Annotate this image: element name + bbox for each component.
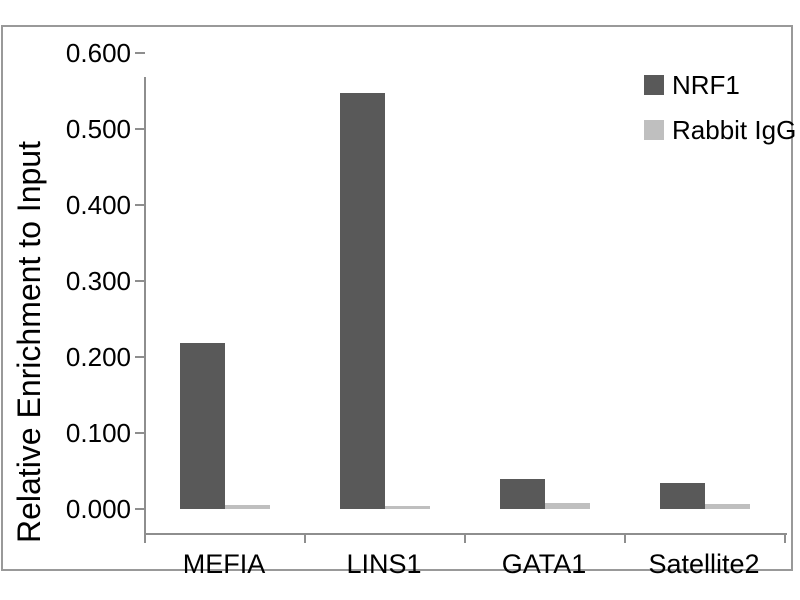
bar-nrf1-mefia [180, 343, 225, 509]
y-tick-mark [135, 128, 145, 130]
x-tick-mark [624, 534, 626, 543]
bar-rabbit-igg-mefia [225, 505, 270, 509]
y-tick-label: 0.500 [65, 114, 131, 144]
chart-panel: Relative Enrichment to Input 0.000 0.100 0… [1, 25, 796, 579]
y-tick-label: 0.000 [65, 494, 131, 524]
bar-nrf1-gata1 [500, 479, 545, 509]
x-tick-mark [464, 534, 466, 543]
y-tick-label: 0.600 [65, 38, 131, 68]
nrf1-series-swatch-icon [644, 75, 664, 95]
y-tick-mark [135, 280, 145, 282]
y-axis-title: Relative Enrichment to Input [11, 141, 47, 543]
category-label-gata1: GATA1 [501, 549, 587, 579]
y-tick-label: 0.300 [65, 266, 131, 296]
category-label-mefia: MEFIA [182, 549, 266, 579]
bar-rabbit-igg-lins1 [385, 506, 430, 509]
legend-label-rabbit-igg: Rabbit IgG [672, 115, 797, 145]
bar-rabbit-igg-satellite2 [705, 504, 750, 509]
y-tick-label: 0.400 [65, 190, 131, 220]
y-tick-mark [135, 204, 145, 206]
bar-nrf1-satellite2 [660, 483, 705, 509]
legend-item-nrf1: NRF1 [644, 71, 796, 99]
y-tick-label: 0.100 [65, 418, 131, 448]
category-label-lins1: LINS1 [346, 549, 422, 579]
legend: NRF1 Rabbit IgG [644, 71, 796, 161]
legend-label-nrf1: NRF1 [672, 70, 740, 100]
bar-rabbit-igg-gata1 [545, 503, 590, 509]
rabbit-igg-series-swatch-icon [644, 120, 664, 140]
y-tick-mark [135, 52, 145, 54]
legend-item-rabbit-igg: Rabbit IgG [644, 116, 796, 144]
y-tick-mark [135, 356, 145, 358]
x-tick-mark [144, 534, 146, 543]
x-tick-mark [304, 534, 306, 543]
y-tick-mark [135, 432, 145, 434]
y-axis-line [144, 77, 146, 535]
y-tick-mark [135, 508, 145, 510]
x-tick-mark [784, 534, 786, 543]
bar-nrf1-lins1 [340, 93, 385, 509]
category-label-satellite2: Satellite2 [648, 549, 760, 579]
y-tick-label: 0.200 [65, 342, 131, 372]
